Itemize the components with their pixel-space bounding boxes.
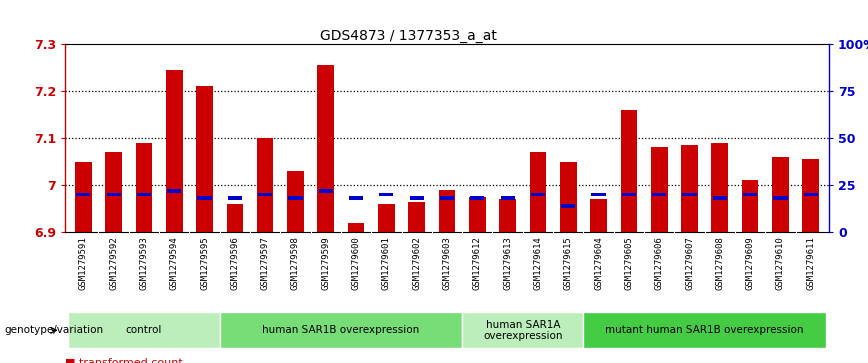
Text: GSM1279607: GSM1279607: [685, 236, 694, 290]
Bar: [76, 193, 90, 196]
Bar: [438, 190, 456, 232]
Bar: [531, 193, 545, 196]
Bar: [682, 193, 697, 196]
Text: GSM1279599: GSM1279599: [321, 236, 331, 290]
Title: GDS4873 / 1377353_a_at: GDS4873 / 1377353_a_at: [320, 29, 497, 42]
Text: GSM1279602: GSM1279602: [412, 236, 421, 290]
Bar: [197, 196, 212, 200]
Bar: [590, 199, 607, 232]
Bar: [712, 143, 728, 232]
Text: GSM1279603: GSM1279603: [443, 236, 451, 290]
Bar: [583, 312, 826, 348]
Bar: [318, 65, 334, 232]
Bar: [681, 145, 698, 232]
Bar: [227, 196, 242, 200]
Bar: [168, 189, 181, 193]
Text: GSM1279596: GSM1279596: [230, 236, 240, 290]
Text: GSM1279593: GSM1279593: [140, 236, 148, 290]
Bar: [742, 180, 759, 232]
Text: GSM1279610: GSM1279610: [776, 236, 785, 290]
Text: control: control: [126, 325, 162, 335]
Bar: [107, 193, 121, 196]
Bar: [469, 197, 486, 232]
Bar: [75, 162, 92, 232]
Bar: [258, 193, 273, 196]
Text: GSM1279615: GSM1279615: [563, 236, 573, 290]
Bar: [591, 193, 606, 196]
Bar: [135, 143, 152, 232]
Bar: [773, 157, 789, 232]
Bar: [529, 152, 546, 232]
Bar: [560, 162, 576, 232]
Bar: [462, 312, 583, 348]
Bar: [652, 193, 667, 196]
Text: GSM1279597: GSM1279597: [260, 236, 270, 290]
Text: GSM1279605: GSM1279605: [624, 236, 634, 290]
Bar: [440, 196, 454, 200]
Bar: [379, 193, 393, 196]
Text: mutant human SAR1B overexpression: mutant human SAR1B overexpression: [605, 325, 804, 335]
Text: GSM1279606: GSM1279606: [654, 236, 664, 290]
Bar: [802, 159, 819, 232]
Bar: [499, 199, 516, 232]
Bar: [621, 110, 637, 232]
Bar: [773, 196, 787, 200]
Text: GSM1279592: GSM1279592: [109, 236, 118, 290]
Bar: [410, 196, 424, 200]
Text: ■ transformed count: ■ transformed count: [65, 358, 183, 363]
Bar: [804, 193, 818, 196]
Text: GSM1279611: GSM1279611: [806, 236, 815, 290]
Bar: [220, 312, 462, 348]
Bar: [713, 196, 727, 200]
Text: GSM1279594: GSM1279594: [170, 236, 179, 290]
Bar: [137, 193, 151, 196]
Bar: [68, 312, 220, 348]
Text: GSM1279608: GSM1279608: [715, 236, 724, 290]
Bar: [349, 196, 363, 200]
Bar: [562, 204, 575, 208]
Bar: [105, 152, 122, 232]
Text: GSM1279595: GSM1279595: [200, 236, 209, 290]
Text: GSM1279601: GSM1279601: [382, 236, 391, 290]
Bar: [319, 189, 332, 193]
Text: GSM1279614: GSM1279614: [534, 236, 542, 290]
Bar: [196, 86, 213, 232]
Bar: [166, 70, 182, 232]
Text: GSM1279609: GSM1279609: [746, 236, 754, 290]
Bar: [287, 171, 304, 232]
Text: GSM1279604: GSM1279604: [594, 236, 603, 290]
Bar: [651, 147, 667, 232]
Text: GSM1279600: GSM1279600: [352, 236, 360, 290]
Bar: [257, 138, 273, 232]
Bar: [501, 196, 515, 200]
Bar: [470, 196, 484, 200]
Text: GSM1279613: GSM1279613: [503, 236, 512, 290]
Text: GSM1279598: GSM1279598: [291, 236, 300, 290]
Bar: [378, 204, 395, 232]
Bar: [288, 196, 303, 200]
Text: GSM1279591: GSM1279591: [79, 236, 88, 290]
Bar: [408, 202, 425, 232]
Bar: [227, 204, 243, 232]
Text: human SAR1B overexpression: human SAR1B overexpression: [262, 325, 419, 335]
Text: genotype/variation: genotype/variation: [4, 325, 103, 335]
Text: human SAR1A
overexpression: human SAR1A overexpression: [483, 319, 562, 341]
Text: GSM1279612: GSM1279612: [473, 236, 482, 290]
Bar: [621, 193, 636, 196]
Bar: [743, 193, 757, 196]
Bar: [348, 223, 365, 232]
